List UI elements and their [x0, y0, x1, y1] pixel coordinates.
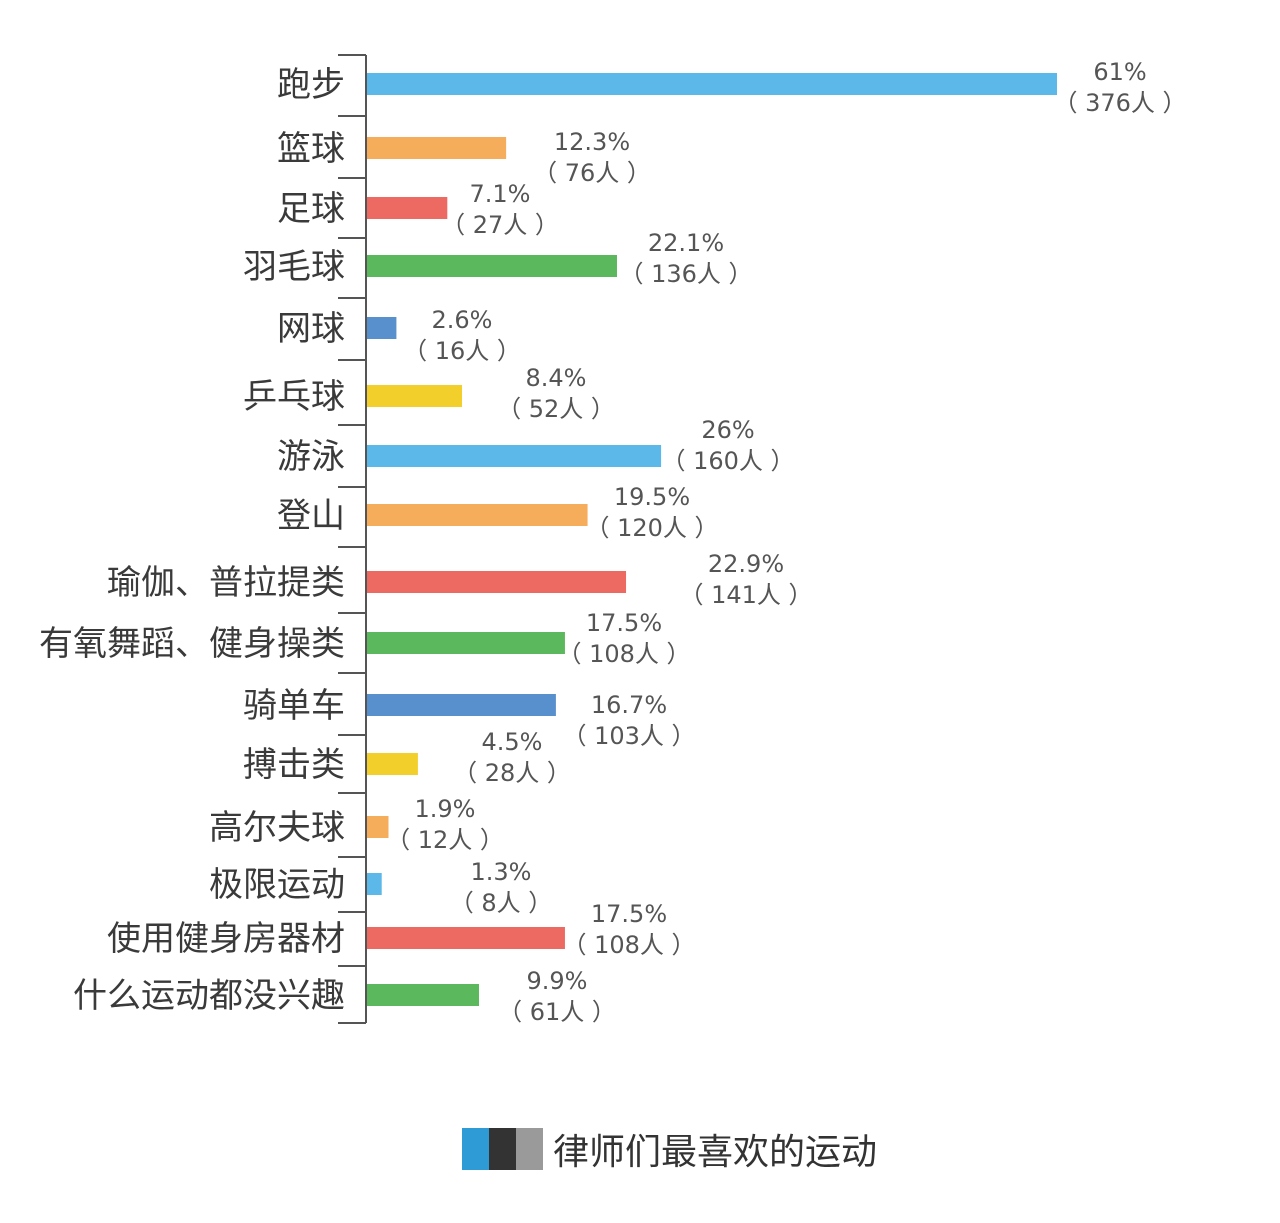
- category-label: 极限运动: [209, 865, 345, 905]
- percent-label: 1.3%: [471, 858, 532, 886]
- bar-12: [367, 816, 389, 838]
- percent-label: 4.5%: [482, 728, 543, 756]
- count-label: （ 61人 ）: [498, 998, 616, 1026]
- bar-4: [367, 317, 397, 339]
- legend: 律师们最喜欢的运动: [462, 1124, 877, 1174]
- category-label: 使用健身房器材: [107, 919, 345, 959]
- percent-label: 61%: [1093, 58, 1146, 86]
- count-label: （ 52人 ）: [497, 395, 615, 423]
- count-label: （ 120人 ）: [585, 514, 718, 542]
- count-label: （ 28人 ）: [453, 759, 571, 787]
- bar-6: [367, 445, 662, 467]
- percent-label: 17.5%: [591, 900, 667, 928]
- category-label: 瑜伽、普拉提类: [107, 563, 345, 603]
- count-label: （ 27人 ）: [441, 211, 559, 239]
- category-label: 什么运动都没兴趣: [73, 976, 345, 1016]
- category-label: 高尔夫球: [209, 808, 345, 848]
- count-label: （ 16人 ）: [403, 337, 521, 365]
- bar-9: [367, 632, 565, 654]
- bar-13: [367, 873, 382, 895]
- category-label: 有氧舞蹈、健身操类: [39, 624, 345, 664]
- y-axis: [338, 54, 367, 1024]
- count-label: （ 108人 ）: [562, 931, 695, 959]
- bar-7: [367, 504, 588, 526]
- count-label: （ 376人 ）: [1053, 89, 1186, 117]
- chart-title: 律师们最喜欢的运动: [553, 1132, 878, 1173]
- category-label: 网球: [277, 309, 345, 349]
- count-label: （ 141人 ）: [679, 581, 812, 609]
- bar-5: [367, 385, 463, 407]
- bar-15: [367, 984, 479, 1006]
- bar-8: [367, 571, 627, 593]
- category-label: 骑单车: [243, 686, 345, 726]
- legend-swatch: [462, 1128, 489, 1170]
- category-labels-group: 跑步篮球足球羽毛球网球乒乓球游泳登山瑜伽、普拉提类有氧舞蹈、健身操类骑单车搏击类…: [39, 65, 345, 1016]
- count-label: （ 108人 ）: [557, 640, 690, 668]
- count-label: （ 76人 ）: [533, 159, 651, 187]
- category-label: 足球: [277, 189, 345, 229]
- percent-label: 22.1%: [648, 229, 724, 257]
- bar-11: [367, 753, 418, 775]
- bar-1: [367, 137, 507, 159]
- legend-swatch: [489, 1128, 516, 1170]
- legend-swatch: [516, 1128, 543, 1170]
- percent-label: 2.6%: [432, 306, 493, 334]
- category-label: 乒乓球: [243, 377, 345, 417]
- bar-10: [367, 694, 556, 716]
- category-label: 游泳: [277, 437, 345, 477]
- bars-group: [367, 73, 1057, 1006]
- category-label: 篮球: [277, 129, 345, 169]
- percent-label: 26%: [701, 416, 754, 444]
- percent-label: 9.9%: [527, 967, 588, 995]
- percent-label: 12.3%: [554, 128, 630, 156]
- percent-label: 1.9%: [415, 795, 476, 823]
- category-label: 登山: [277, 496, 345, 536]
- percent-label: 16.7%: [591, 691, 667, 719]
- value-labels-group: 61% （ 376人 ） 12.3% （ 76人 ）7.1% （ 27人 ） 22.1% （…: [386, 58, 1186, 1026]
- count-label: （ 103人 ）: [562, 722, 695, 750]
- count-label: （ 12人 ）: [386, 826, 504, 854]
- category-label: 搏击类: [243, 745, 345, 785]
- percent-label: 19.5%: [614, 483, 690, 511]
- count-label: （ 136人 ）: [619, 260, 752, 288]
- percent-label: 22.9%: [708, 550, 784, 578]
- percent-label: 7.1%: [470, 180, 531, 208]
- percent-label: 17.5%: [586, 609, 662, 637]
- percent-label: 8.4%: [526, 364, 587, 392]
- count-label: （ 160人 ）: [661, 447, 794, 475]
- category-label: 羽毛球: [243, 247, 345, 287]
- bar-3: [367, 255, 617, 277]
- bar-14: [367, 927, 565, 949]
- bar-2: [367, 197, 448, 219]
- bar-0: [367, 73, 1057, 95]
- count-label: （ 8人 ）: [450, 889, 553, 917]
- category-label: 跑步: [277, 65, 345, 105]
